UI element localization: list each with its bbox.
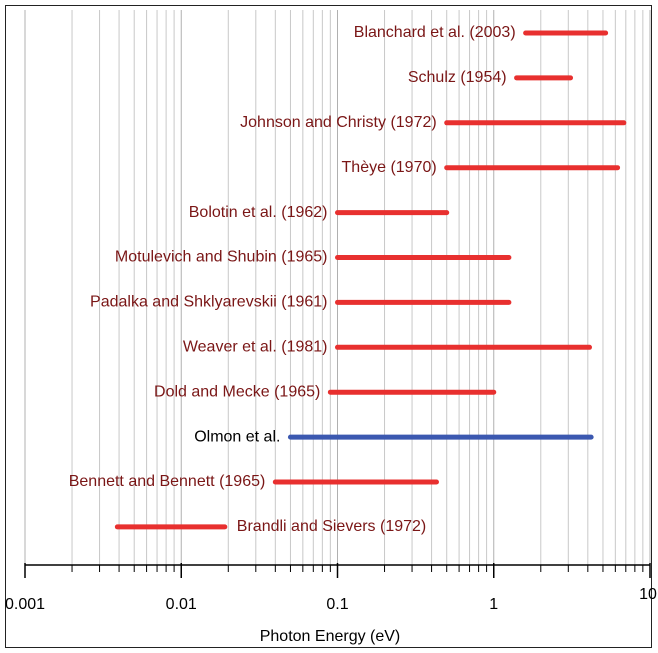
range-label: Motulevich and Shubin (1965) (115, 249, 328, 266)
range-label: Bolotin et al. (1962) (189, 204, 328, 221)
x-axis-label: Photon Energy (eV) (260, 628, 401, 645)
range-label: Johnson and Christy (1972) (240, 114, 437, 131)
range-label: Blanchard et al. (2003) (354, 24, 516, 41)
range-label: Brandli and Sievers (1972) (237, 518, 426, 535)
frame (5, 5, 652, 648)
range-label: Padalka and Shklyarevskii (1961) (90, 294, 327, 311)
x-tick-label: 1 (489, 596, 498, 613)
x-tick-label: 0.001 (5, 596, 45, 613)
range-label: Thèye (1970) (342, 159, 437, 176)
range-label: Dold and Mecke (1965) (154, 383, 320, 400)
x-tick-label: 0.01 (166, 596, 197, 613)
range-label: Weaver et al. (1981) (183, 339, 328, 356)
range-label: Schulz (1954) (408, 69, 507, 86)
range-label: Olmon et al. (194, 428, 280, 445)
x-tick-label: 10 (639, 586, 657, 603)
x-tick-label: 0.1 (326, 596, 348, 613)
range-label: Bennett and Bennett (1965) (69, 473, 266, 490)
